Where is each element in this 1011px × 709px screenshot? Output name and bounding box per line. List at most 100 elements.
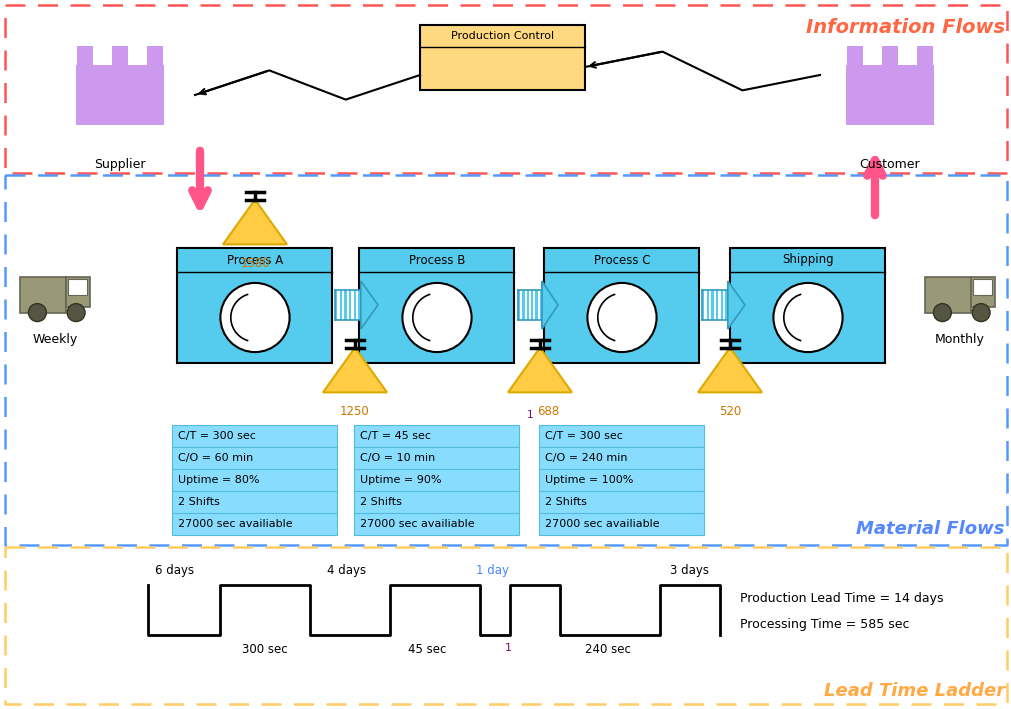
Bar	[529, 290, 531, 320]
Bar	[69, 279, 87, 295]
Bar	[172, 491, 337, 513]
Bar	[172, 469, 337, 491]
Text: Process C: Process C	[593, 254, 650, 267]
Text: C/O = 60 min: C/O = 60 min	[178, 453, 254, 463]
Bar	[335, 290, 337, 320]
Bar	[916, 45, 932, 65]
Bar	[66, 277, 90, 307]
Bar	[172, 447, 337, 469]
Text: Production Control: Production Control	[451, 31, 553, 41]
Bar	[539, 513, 704, 535]
Circle shape	[586, 283, 656, 352]
Bar	[526, 290, 529, 320]
Text: 27000 sec availiable: 27000 sec availiable	[178, 519, 293, 529]
Text: Monthly: Monthly	[934, 333, 984, 346]
Text: Information Flows: Information Flows	[805, 18, 1004, 37]
Text: Material Flows: Material Flows	[855, 520, 1004, 538]
Bar	[420, 25, 584, 90]
Text: 1: 1	[504, 643, 511, 653]
Text: Weekly: Weekly	[32, 333, 78, 346]
Text: 4 days: 4 days	[328, 564, 366, 577]
Text: C/T = 300 sec: C/T = 300 sec	[545, 431, 623, 441]
Bar	[537, 290, 539, 320]
Circle shape	[772, 283, 842, 352]
Circle shape	[972, 303, 989, 322]
Text: 27000 sec availiable: 27000 sec availiable	[545, 519, 659, 529]
Bar	[351, 290, 354, 320]
Bar	[539, 447, 704, 469]
Circle shape	[67, 303, 85, 322]
Bar	[713, 290, 716, 320]
Bar	[112, 45, 127, 65]
Bar	[354, 425, 519, 447]
Circle shape	[932, 303, 950, 322]
Polygon shape	[323, 347, 386, 392]
Text: 6 days: 6 days	[156, 564, 194, 577]
Text: 3 days: 3 days	[670, 564, 709, 577]
Bar	[354, 513, 519, 535]
Bar	[723, 290, 725, 320]
Text: Uptime = 100%: Uptime = 100%	[545, 475, 633, 485]
Bar	[720, 290, 723, 320]
Bar	[730, 248, 885, 363]
Bar	[354, 469, 519, 491]
Bar	[704, 290, 706, 320]
Bar	[518, 290, 520, 320]
Polygon shape	[698, 347, 761, 392]
Text: Process A: Process A	[226, 254, 283, 267]
Polygon shape	[361, 281, 378, 329]
Text: Lead Time Ladder: Lead Time Ladder	[823, 682, 1004, 700]
Text: 45 sec: 45 sec	[407, 643, 446, 656]
Bar	[524, 290, 526, 320]
Bar	[354, 447, 519, 469]
Text: C/O = 240 min: C/O = 240 min	[545, 453, 628, 463]
Bar	[716, 290, 718, 320]
Bar	[882, 45, 897, 65]
Bar	[924, 277, 970, 313]
Bar	[342, 290, 344, 320]
Text: Processing Time = 585 sec: Processing Time = 585 sec	[739, 618, 909, 631]
Polygon shape	[727, 281, 744, 329]
Bar	[354, 491, 519, 513]
Bar	[356, 290, 358, 320]
Bar	[539, 491, 704, 513]
Bar	[725, 290, 727, 320]
Polygon shape	[222, 200, 287, 245]
Bar	[172, 425, 337, 447]
Bar	[539, 469, 704, 491]
Polygon shape	[508, 347, 571, 392]
Bar	[337, 290, 340, 320]
Text: Uptime = 80%: Uptime = 80%	[178, 475, 260, 485]
Text: Uptime = 90%: Uptime = 90%	[360, 475, 442, 485]
Text: Supplier: Supplier	[94, 158, 146, 171]
Text: 300 sec: 300 sec	[242, 643, 287, 656]
Text: 240 sec: 240 sec	[584, 643, 630, 656]
Circle shape	[220, 283, 289, 352]
Text: 688: 688	[537, 405, 558, 418]
Text: 1: 1	[526, 410, 533, 420]
Text: 1 day: 1 day	[476, 564, 509, 577]
Bar	[709, 290, 711, 320]
Bar	[711, 290, 713, 320]
Bar	[845, 65, 933, 125]
Bar	[177, 248, 333, 363]
Text: 520: 520	[718, 405, 740, 418]
Bar	[970, 277, 994, 307]
Text: Shipping: Shipping	[782, 254, 833, 267]
Bar	[358, 290, 361, 320]
Text: 2 Shifts: 2 Shifts	[360, 497, 402, 507]
Bar	[535, 290, 537, 320]
Text: 27000 sec availiable: 27000 sec availiable	[360, 519, 474, 529]
Bar	[973, 279, 991, 295]
Bar	[349, 290, 351, 320]
Text: 2 Shifts: 2 Shifts	[178, 497, 220, 507]
Bar	[347, 290, 349, 320]
Text: 2 Shifts: 2 Shifts	[545, 497, 586, 507]
Bar	[718, 290, 720, 320]
Bar	[340, 290, 342, 320]
Bar	[77, 45, 93, 65]
Text: C/O = 10 min: C/O = 10 min	[360, 453, 436, 463]
Text: 1580: 1580	[240, 257, 270, 270]
Bar	[172, 513, 337, 535]
Polygon shape	[542, 281, 557, 329]
